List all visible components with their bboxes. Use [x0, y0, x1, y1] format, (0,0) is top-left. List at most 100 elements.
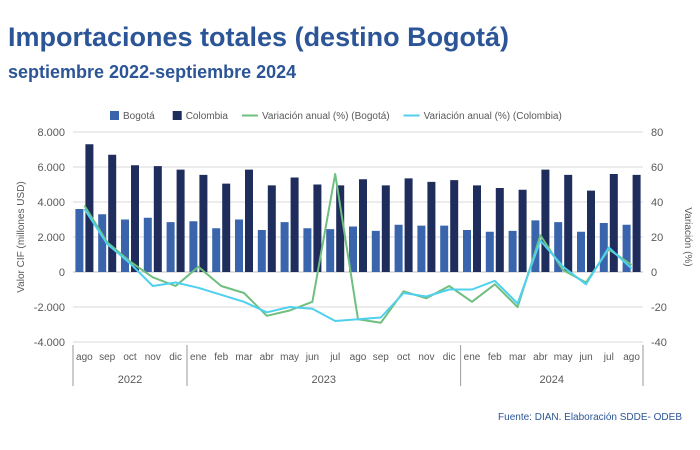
bar-bogota: [326, 229, 335, 272]
x-tick-label: oct: [397, 352, 411, 363]
y-tick-label: 8.000: [37, 127, 65, 139]
bar-colombia: [85, 144, 94, 272]
bar-colombia: [108, 154, 117, 272]
bar-bogota: [349, 226, 357, 272]
x-tick-label: jul: [329, 352, 340, 363]
x-tick-label: oct: [123, 352, 137, 363]
bar-colombia: [359, 179, 367, 272]
x-tick-label: dic: [443, 352, 456, 363]
bar-bogota: [599, 223, 608, 272]
bar-colombia: [632, 174, 641, 272]
page-subtitle: septiembre 2022-septiembre 2024: [8, 62, 297, 82]
legend-label: Variación anual (%) (Bogotá): [262, 111, 390, 122]
bar-colombia: [176, 169, 185, 272]
bar-bogota: [143, 217, 152, 272]
bar-colombia: [336, 185, 345, 272]
bar-bogota: [121, 219, 129, 272]
y2-tick-label: 0: [651, 267, 657, 279]
bar-colombia: [495, 188, 504, 272]
x-tick-label: jul: [603, 352, 614, 363]
bar-colombia: [564, 174, 573, 272]
bar-bogota: [508, 230, 517, 272]
y2-tick-label: 80: [651, 127, 663, 139]
x-tick-label: nov: [145, 352, 161, 363]
year-label: 2023: [312, 374, 336, 386]
bar-colombia: [609, 174, 618, 272]
bar-colombia: [587, 190, 595, 272]
bar-bogota: [622, 224, 631, 272]
year-label: 2022: [118, 374, 142, 386]
bar-colombia: [541, 169, 550, 272]
bar-colombia: [427, 181, 436, 272]
x-tick-label: abr: [260, 352, 275, 363]
bar-colombia: [290, 177, 299, 272]
x-tick-label: jun: [578, 352, 592, 363]
x-tick-label: ene: [190, 352, 207, 363]
x-tick-label: jun: [305, 352, 319, 363]
legend-label: Bogotá: [123, 111, 155, 122]
source-note: Fuente: DIAN. Elaboración SDDE- ODEB: [498, 412, 682, 423]
y-axis-title: Valor CIF (millones USD): [16, 181, 27, 293]
x-tick-label: ago: [623, 352, 640, 363]
y2-tick-label: -20: [651, 302, 667, 314]
bar-bogota: [166, 222, 175, 272]
bar-bogota: [212, 228, 221, 272]
y2-tick-label: 40: [651, 197, 663, 209]
bar-bogota: [531, 220, 540, 272]
bar-colombia: [267, 185, 276, 272]
bar-colombia: [131, 165, 139, 272]
x-tick-label: mar: [235, 352, 253, 363]
bar-colombia: [450, 180, 459, 272]
y-tick-label: -2.000: [34, 302, 65, 314]
y-tick-label: 6.000: [37, 162, 65, 174]
x-tick-label: feb: [214, 352, 228, 363]
bar-bogota: [417, 225, 426, 272]
y2-tick-label: -40: [651, 337, 667, 349]
bar-bogota: [303, 228, 312, 272]
x-tick-label: mar: [509, 352, 527, 363]
legend-label: Variación anual (%) (Colombia): [424, 111, 562, 122]
year-label: 2024: [540, 374, 564, 386]
bar-bogota: [98, 214, 107, 272]
bar-bogota: [440, 225, 449, 272]
y-tick-label: 0: [59, 267, 65, 279]
bar-bogota: [371, 230, 380, 272]
bar-bogota: [257, 230, 266, 272]
bar-colombia: [473, 185, 481, 272]
bar-bogota: [577, 231, 585, 272]
bar-colombia: [222, 183, 231, 272]
bar-bogota: [485, 231, 494, 272]
legend-swatch: [172, 111, 182, 120]
x-tick-label: may: [554, 352, 573, 363]
bar-colombia: [518, 189, 527, 272]
x-tick-label: nov: [418, 352, 434, 363]
bar-bogota: [189, 221, 198, 272]
bar-colombia: [199, 174, 208, 272]
x-tick-label: ago: [76, 352, 93, 363]
y2-axis-title: Variación (%): [682, 207, 693, 266]
bar-bogota: [75, 209, 84, 272]
bar-colombia: [245, 169, 253, 272]
page-title: Importaciones totales (destino Bogotá): [8, 22, 510, 52]
line-variacion-bogota: [83, 173, 633, 324]
bar-bogota: [394, 224, 403, 272]
bar-bogota: [235, 219, 243, 272]
bar-bogota: [280, 222, 289, 272]
x-tick-label: ago: [350, 352, 367, 363]
x-tick-label: dic: [169, 352, 182, 363]
bar-colombia: [153, 166, 162, 272]
y-tick-label: -4.000: [34, 337, 65, 349]
y-tick-label: 2.000: [37, 232, 65, 244]
line-variacion-colombia: [83, 208, 633, 322]
y2-tick-label: 20: [651, 232, 663, 244]
x-tick-label: ene: [464, 352, 481, 363]
bar-bogota: [554, 222, 563, 272]
x-tick-label: abr: [533, 352, 548, 363]
x-tick-label: feb: [488, 352, 502, 363]
legend-swatch: [110, 111, 119, 120]
x-tick-label: may: [280, 352, 299, 363]
bar-colombia: [313, 184, 322, 272]
x-tick-label: sep: [99, 352, 116, 363]
y2-tick-label: 60: [651, 162, 663, 174]
bar-colombia: [404, 178, 413, 272]
